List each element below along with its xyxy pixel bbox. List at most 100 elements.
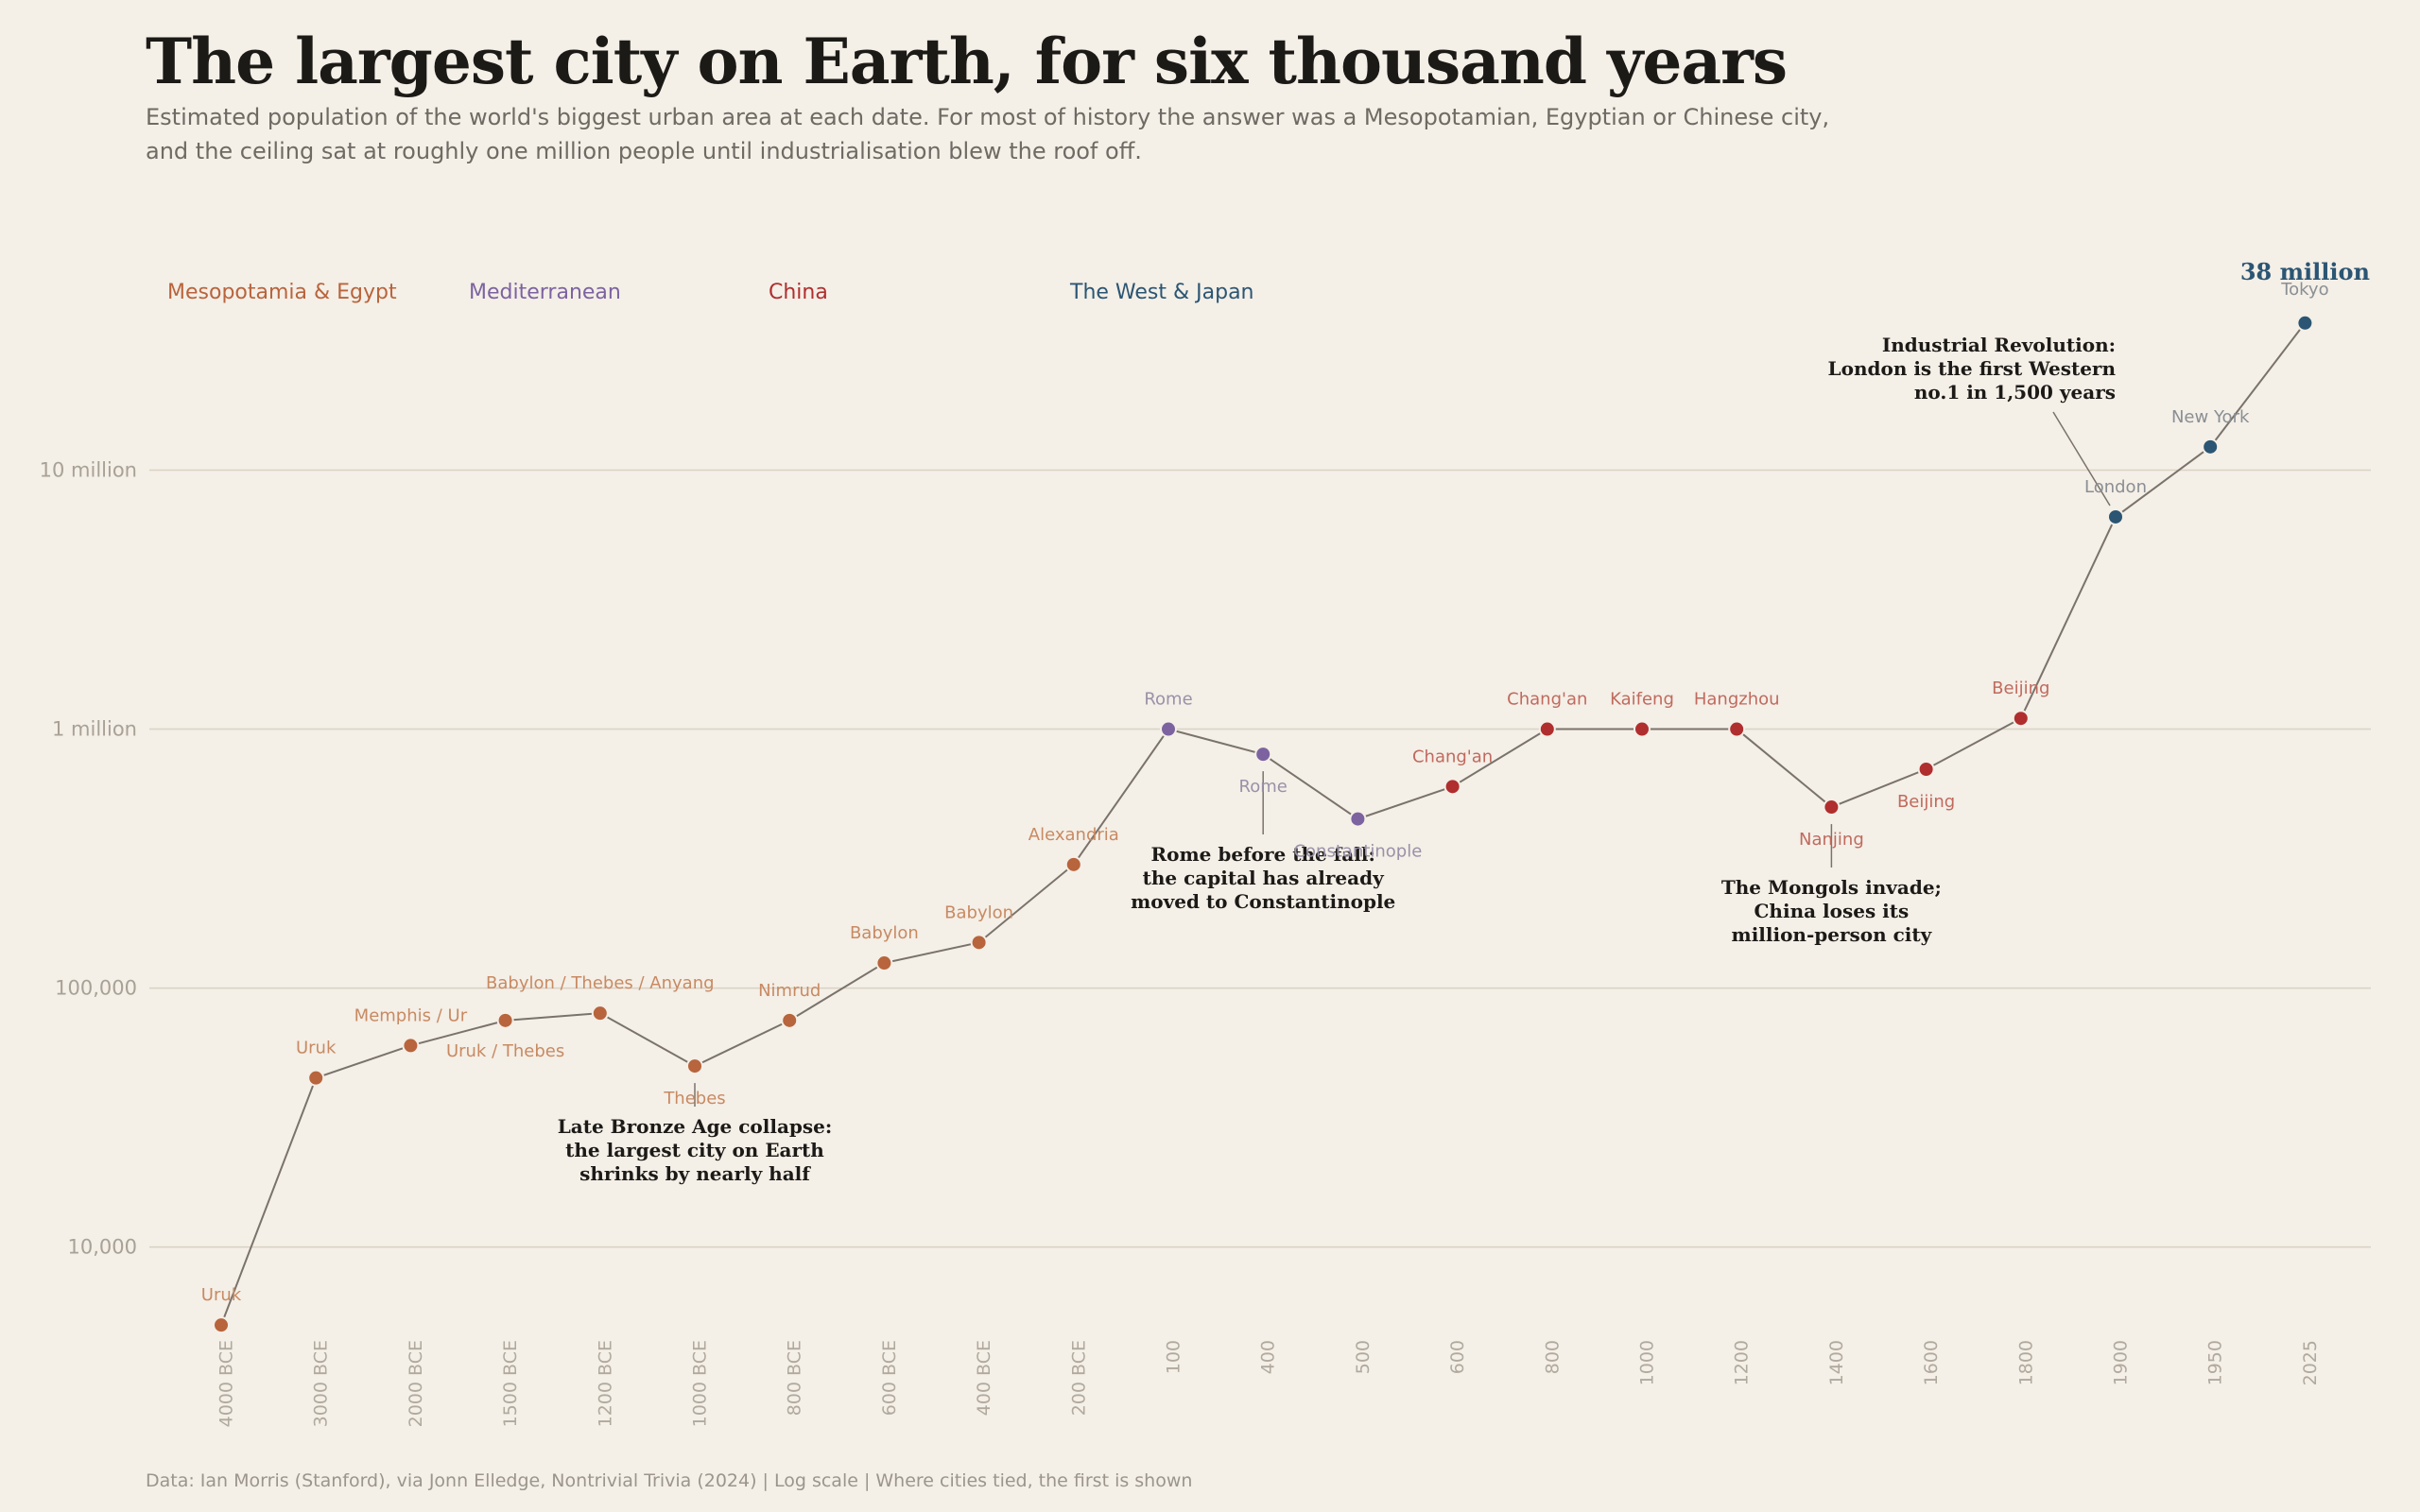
chart-subtitle: Estimated population of the world's bigg… [146, 104, 1830, 164]
x-tick-label: 1000 BCE [690, 1340, 711, 1427]
y-tick-label: 10 million [40, 458, 137, 481]
data-point [1538, 720, 1556, 738]
y-tick-label: 1 million [52, 718, 137, 741]
point-label: Tokyo [2280, 280, 2328, 300]
annotation-text: the largest city on Earth [565, 1139, 824, 1161]
point-label: Chang'an [1507, 690, 1587, 710]
x-tick-label: 1950 [2205, 1340, 2226, 1385]
annotation-text: Industrial Revolution: [1882, 334, 2116, 356]
x-tick-label: 1200 [1732, 1340, 1753, 1385]
point-label: Rome [1144, 690, 1192, 710]
point-label: London [2084, 477, 2147, 497]
data-point [875, 954, 893, 972]
source-footer: Data: Ian Morris (Stanford), via Jonn El… [146, 1470, 1193, 1491]
annotation-text: moved to Constantinople [1131, 890, 1395, 913]
annotation-text: million-person city [1732, 923, 1933, 946]
annotation-text: Late Bronze Age collapse: [558, 1115, 833, 1138]
point-label: Beijing [1897, 792, 1955, 812]
x-tick-label: 600 BCE [879, 1340, 900, 1416]
chart-title: The largest city on Earth, for six thous… [146, 25, 1788, 98]
point-label: Thebes [663, 1089, 725, 1108]
point-label: New York [2171, 407, 2250, 427]
data-point [402, 1037, 420, 1055]
y-tick-label: 10,000 [68, 1236, 137, 1259]
x-tick-label: 800 BCE [785, 1340, 805, 1416]
legend-entry: The West & Japan [1069, 281, 1254, 304]
x-tick-label: 600 [1447, 1340, 1468, 1374]
data-point [970, 934, 988, 952]
x-tick-label: 500 [1353, 1340, 1374, 1374]
point-label: Nimrud [758, 981, 821, 1001]
point-label: Kaifeng [1610, 690, 1674, 710]
point-label: Rome [1239, 777, 1288, 797]
x-tick-label: 1500 BCE [500, 1340, 521, 1427]
data-point [1728, 720, 1746, 738]
data-point [2107, 507, 2124, 525]
point-label: Babylon [850, 923, 919, 943]
data-point [2202, 438, 2220, 455]
data-point [686, 1057, 703, 1075]
data-points [213, 314, 2314, 1334]
x-tick-label: 1000 [1637, 1340, 1658, 1385]
region-legend: Mesopotamia & Egypt Mediterranean China The… [167, 281, 1254, 304]
y-tick-label: 100,000 [55, 977, 137, 1000]
legend-entry: Mediterranean [469, 281, 621, 304]
data-point [781, 1011, 799, 1029]
annotation-text: China loses its [1754, 900, 1910, 922]
legend-entry: Mesopotamia & Egypt [167, 281, 397, 304]
point-label: Memphis / Ur [354, 1005, 468, 1025]
x-tick-label: 400 [1258, 1340, 1279, 1374]
data-point [1349, 810, 1367, 828]
x-tick-label: 800 [1542, 1340, 1563, 1374]
data-point [307, 1069, 325, 1087]
annotation-text: no.1 in 1,500 years [1914, 381, 2116, 404]
annotations: Late Bronze Age collapse:the largest cit… [558, 334, 2117, 1185]
point-label: Beijing [1992, 679, 2049, 698]
legend-entry: China [769, 281, 828, 304]
point-label: Hangzhou [1694, 690, 1780, 710]
data-point [1254, 746, 1272, 764]
data-point [1917, 761, 1935, 779]
point-label: Uruk / Thebes [446, 1041, 564, 1061]
data-point [496, 1011, 514, 1029]
x-tick-label: 1400 [1826, 1340, 1847, 1385]
point-label: Uruk [201, 1285, 242, 1305]
x-tick-label: 2025 [2300, 1340, 2321, 1385]
point-label: Nanjing [1799, 830, 1864, 850]
point-label: Babylon [944, 902, 1013, 922]
data-point [2012, 710, 2030, 728]
point-label: Constantinople [1293, 842, 1422, 862]
data-point [1064, 855, 1082, 873]
annotation-text: shrinks by nearly half [579, 1162, 811, 1185]
x-tick-label: 3000 BCE [311, 1340, 332, 1427]
x-tick-label: 4000 BCE [216, 1340, 237, 1427]
point-label: Chang'an [1412, 747, 1493, 766]
x-tick-label: 1600 [1921, 1340, 1942, 1385]
x-tick-label: 100 [1164, 1340, 1184, 1374]
annotation-text: The Mongols invade; [1721, 876, 1942, 899]
data-point [1634, 720, 1651, 738]
annotation-text: Rome before the fall: [1151, 843, 1375, 866]
data-point [1443, 778, 1461, 796]
annotation-text: the capital has already [1143, 867, 1385, 889]
x-tick-label: 1800 [2015, 1340, 2036, 1385]
data-point [1823, 799, 1841, 816]
point-label: Uruk [296, 1039, 337, 1058]
x-axis: 4000 BCE 3000 BCE 2000 BCE 1500 BCE 1200 BCE… [216, 1340, 2321, 1427]
point-labels: Uruk Uruk Memphis / Ur Uruk / Thebes Babylon… [201, 258, 2370, 1305]
x-tick-label: 400 BCE [974, 1340, 994, 1416]
annotation-leader [2052, 411, 2111, 507]
data-point [1160, 720, 1177, 738]
data-point [2296, 314, 2314, 332]
data-point [591, 1005, 609, 1022]
gridlines: 10,000 100,000 1 million 10 million [40, 458, 2371, 1259]
point-label: Alexandria [1028, 825, 1119, 845]
x-tick-label: 1200 BCE [595, 1340, 615, 1427]
x-tick-label: 2000 BCE [406, 1340, 426, 1427]
point-label: Babylon / Thebes / Anyang [486, 973, 715, 993]
callout-value: 38 million [2240, 258, 2370, 285]
annotation-text: London is the first Western [1828, 357, 2117, 380]
data-point [213, 1316, 230, 1334]
x-tick-label: 1900 [2111, 1340, 2132, 1385]
